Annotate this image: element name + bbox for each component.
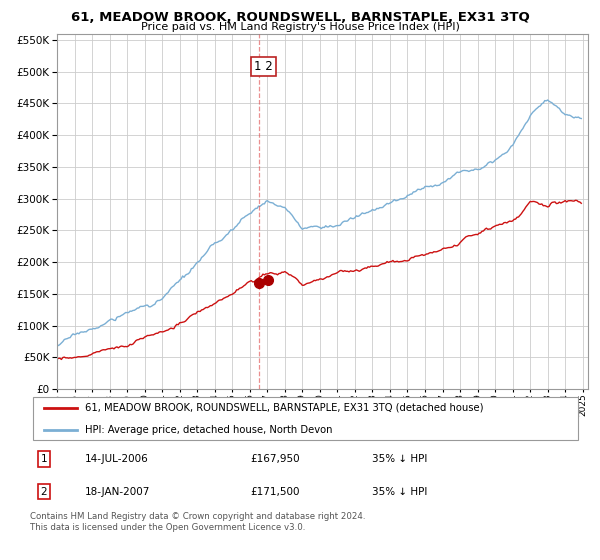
Text: 1 2: 1 2 (254, 60, 273, 73)
Text: £171,500: £171,500 (251, 487, 301, 497)
Text: HPI: Average price, detached house, North Devon: HPI: Average price, detached house, Nort… (85, 424, 332, 435)
Text: 18-JAN-2007: 18-JAN-2007 (85, 487, 151, 497)
Text: 61, MEADOW BROOK, ROUNDSWELL, BARNSTAPLE, EX31 3TQ: 61, MEADOW BROOK, ROUNDSWELL, BARNSTAPLE… (71, 11, 529, 24)
Text: Price paid vs. HM Land Registry's House Price Index (HPI): Price paid vs. HM Land Registry's House … (140, 22, 460, 32)
Text: Contains HM Land Registry data © Crown copyright and database right 2024.
This d: Contains HM Land Registry data © Crown c… (30, 512, 365, 532)
Text: 1: 1 (40, 454, 47, 464)
Text: 35% ↓ HPI: 35% ↓ HPI (372, 487, 428, 497)
Text: 14-JUL-2006: 14-JUL-2006 (85, 454, 149, 464)
Text: £167,950: £167,950 (251, 454, 301, 464)
Text: 61, MEADOW BROOK, ROUNDSWELL, BARNSTAPLE, EX31 3TQ (detached house): 61, MEADOW BROOK, ROUNDSWELL, BARNSTAPLE… (85, 403, 484, 413)
Text: 2: 2 (40, 487, 47, 497)
Text: 35% ↓ HPI: 35% ↓ HPI (372, 454, 428, 464)
FancyBboxPatch shape (33, 396, 578, 441)
